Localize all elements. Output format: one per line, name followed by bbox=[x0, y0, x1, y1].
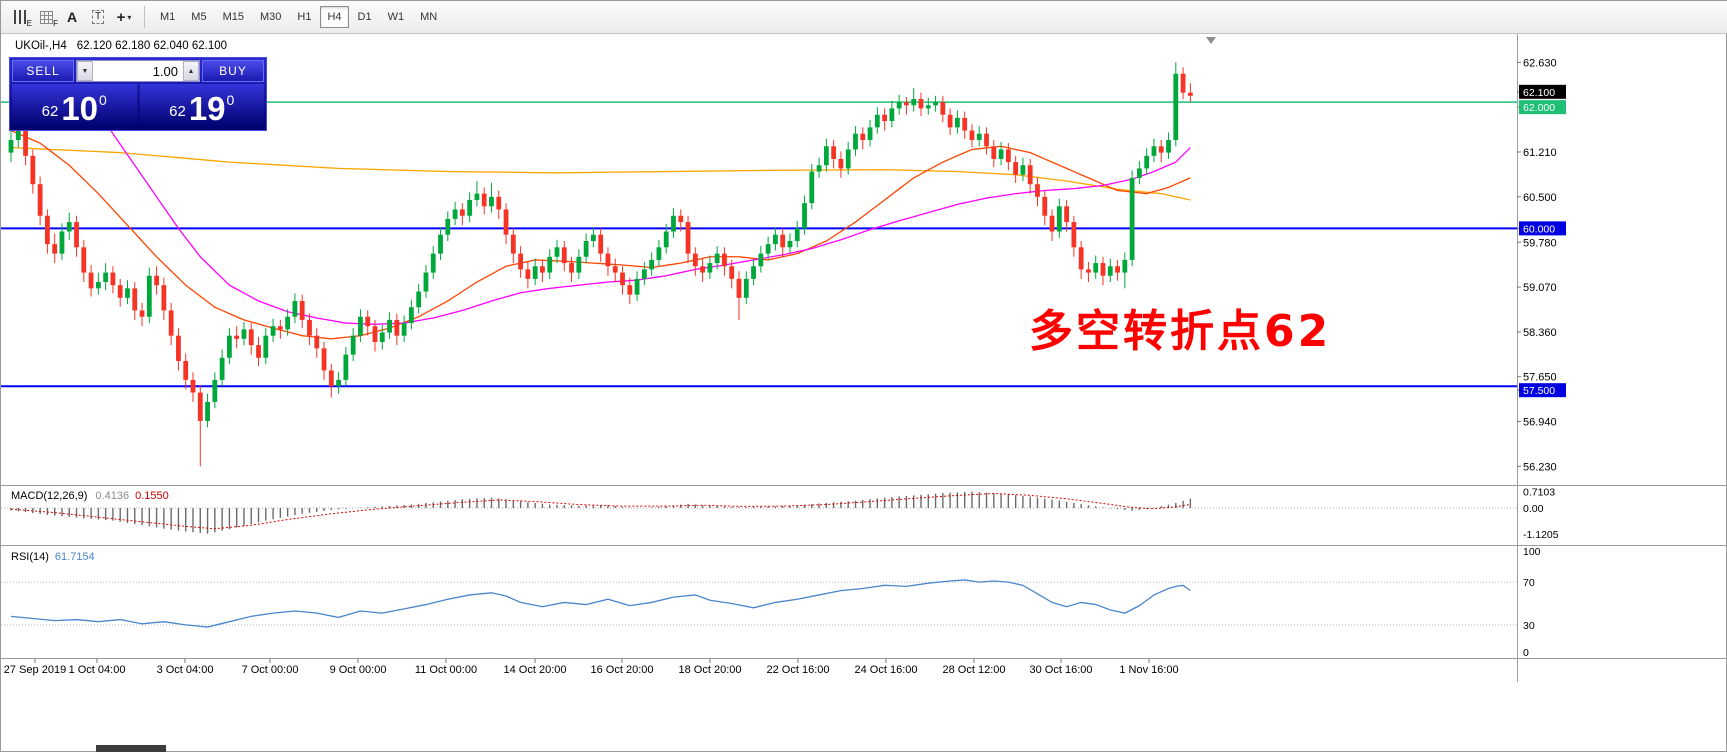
chart-title: UKOil-,H4 62.120 62.180 62.040 62.100 bbox=[15, 40, 227, 52]
chart-text-annotation: 多空转折点62 bbox=[1029, 306, 1332, 357]
crosshair-button[interactable]: + ▾ bbox=[111, 5, 137, 29]
svg-text:9 Oct 00:00: 9 Oct 00:00 bbox=[330, 664, 387, 676]
svg-text:1 Nov 16:00: 1 Nov 16:00 bbox=[1119, 664, 1178, 676]
timeframe-h1[interactable]: H1 bbox=[290, 6, 318, 28]
svg-text:56.230: 56.230 bbox=[1523, 461, 1557, 473]
buy-price-big: 19 bbox=[188, 90, 226, 128]
svg-text:60.500: 60.500 bbox=[1523, 192, 1557, 204]
buy-price-prefix: 62 bbox=[169, 103, 186, 120]
objects-sub-letter: F bbox=[53, 19, 58, 28]
svg-text:59.780: 59.780 bbox=[1523, 237, 1557, 249]
chart-shift-marker[interactable] bbox=[1206, 37, 1216, 44]
svg-text:62.630: 62.630 bbox=[1523, 57, 1557, 69]
svg-text:22 Oct 16:00: 22 Oct 16:00 bbox=[767, 664, 830, 676]
volume-increase-button[interactable]: ▲ bbox=[183, 61, 199, 81]
rsi-line bbox=[10, 579, 1191, 628]
sell-button[interactable]: SELL bbox=[12, 60, 74, 82]
svg-text:61.210: 61.210 bbox=[1523, 147, 1557, 159]
svg-text:7 Oct 00:00: 7 Oct 00:00 bbox=[242, 664, 299, 676]
svg-text:0.00: 0.00 bbox=[1523, 503, 1544, 515]
text-label-icon: T bbox=[91, 10, 105, 24]
ohlc-values: 62.120 62.180 62.040 62.100 bbox=[76, 40, 228, 52]
crosshair-icon: + bbox=[116, 8, 126, 26]
svg-text:24 Oct 16:00: 24 Oct 16:00 bbox=[855, 664, 918, 676]
timeframe-m1[interactable]: M1 bbox=[153, 6, 182, 28]
svg-text:59.070: 59.070 bbox=[1523, 282, 1557, 294]
volume-input[interactable] bbox=[93, 61, 183, 81]
indicators-sub-letter: E bbox=[26, 19, 32, 28]
main-price-chart bbox=[1, 37, 1517, 467]
trade-controls-row: SELL ▼ ▲ BUY bbox=[12, 60, 264, 82]
buy-button[interactable]: BUY bbox=[202, 60, 264, 82]
ma-slow-orange bbox=[10, 146, 1191, 201]
indicators-button[interactable]: E bbox=[7, 5, 33, 29]
sell-price-sup: 0 bbox=[99, 92, 107, 108]
svg-text:-1.1205: -1.1205 bbox=[1523, 529, 1559, 541]
timeframe-m30[interactable]: M30 bbox=[253, 6, 288, 28]
chevron-down-icon: ▾ bbox=[127, 12, 132, 22]
svg-text:18 Oct 20:00: 18 Oct 20:00 bbox=[679, 664, 742, 676]
svg-text:0.7103: 0.7103 bbox=[1523, 487, 1555, 499]
timeframe-m15[interactable]: M15 bbox=[216, 6, 251, 28]
buy-price-sup: 0 bbox=[226, 92, 235, 108]
candles-icon bbox=[13, 10, 27, 24]
svg-text:70: 70 bbox=[1523, 577, 1535, 589]
svg-text:30 Oct 16:00: 30 Oct 16:00 bbox=[1030, 664, 1093, 676]
timeframe-mn[interactable]: MN bbox=[413, 6, 444, 28]
candlestick-series bbox=[8, 62, 1193, 467]
svg-text:30: 30 bbox=[1523, 620, 1535, 632]
price-badge-60.000: 60.000 bbox=[1523, 223, 1555, 235]
price-scale[interactable]: 62.630 62.100 62.000 61.210 60.500 60.000 59.7… bbox=[1517, 57, 1566, 473]
toolbar-separator bbox=[144, 6, 145, 28]
grid-icon bbox=[39, 10, 53, 24]
rsi-panel: RSI(14) 61.7154 100 70 30 0 bbox=[1, 546, 1541, 659]
objects-list-button[interactable]: F bbox=[33, 5, 59, 29]
svg-text:28 Oct 12:00: 28 Oct 12:00 bbox=[943, 664, 1006, 676]
timeframe-m5[interactable]: M5 bbox=[184, 6, 213, 28]
one-click-trading-panel: SELL ▼ ▲ BUY 62 10 0 62 19 0 bbox=[9, 57, 267, 131]
svg-text:3 Oct 04:00: 3 Oct 04:00 bbox=[157, 664, 214, 676]
horizontal-scrollbar-thumb[interactable] bbox=[96, 745, 166, 752]
toolbar: E F A T + ▾ M1 M5 M15 M30 H1 H4 D1 W1 MN bbox=[1, 1, 1727, 34]
svg-text:100: 100 bbox=[1523, 546, 1541, 558]
price-badge-62.000: 62.000 bbox=[1523, 102, 1555, 114]
trade-prices-row: 62 10 0 62 19 0 bbox=[12, 84, 264, 128]
text-label-button[interactable]: T bbox=[85, 5, 111, 29]
svg-text:11 Oct 00:00: 11 Oct 00:00 bbox=[415, 664, 477, 676]
symbol-period-label: UKOil-,H4 bbox=[15, 40, 67, 52]
macd-header: MACD(12,26,9) 0.4136 0.1550 bbox=[11, 490, 169, 502]
svg-text:0: 0 bbox=[1523, 647, 1529, 659]
macd-signal-line bbox=[10, 493, 1191, 530]
svg-text:1 Oct 04:00: 1 Oct 04:00 bbox=[69, 664, 126, 676]
svg-text:16 Oct 20:00: 16 Oct 20:00 bbox=[591, 664, 654, 676]
svg-text:56.940: 56.940 bbox=[1523, 417, 1557, 429]
timeframe-w1[interactable]: W1 bbox=[381, 6, 412, 28]
time-scale[interactable]: 27 Sep 2019 1 Oct 04:00 3 Oct 04:00 7 Oct 0… bbox=[4, 658, 1179, 677]
sell-price-prefix: 62 bbox=[41, 103, 59, 120]
insert-text-button[interactable]: A bbox=[59, 5, 85, 29]
volume-decrease-button[interactable]: ▼ bbox=[77, 61, 93, 81]
sell-price-big: 10 bbox=[61, 90, 99, 128]
volume-control: ▼ ▲ bbox=[76, 60, 200, 82]
panel-frame bbox=[1, 34, 1727, 682]
macd-panel: MACD(12,26,9) 0.4136 0.1550 0.7103 0.00 -1.12… bbox=[1, 487, 1559, 541]
text-tool-icon: A bbox=[66, 9, 78, 25]
sell-price-box[interactable]: 62 10 0 bbox=[12, 84, 137, 128]
timeframe-group: M1 M5 M15 M30 H1 H4 D1 W1 MN bbox=[152, 6, 445, 28]
price-badge-62.100: 62.100 bbox=[1523, 87, 1555, 99]
rsi-header: RSI(14) 61.7154 bbox=[11, 551, 95, 563]
timeframe-h4[interactable]: H4 bbox=[320, 6, 349, 28]
svg-text:57.650: 57.650 bbox=[1523, 372, 1557, 384]
price-badge-57.500: 57.500 bbox=[1523, 385, 1555, 397]
svg-text:58.360: 58.360 bbox=[1523, 327, 1557, 339]
svg-text:14 Oct 20:00: 14 Oct 20:00 bbox=[504, 664, 567, 676]
ma-fast-magenta bbox=[90, 98, 1191, 325]
svg-text:27 Sep 2019: 27 Sep 2019 bbox=[4, 664, 66, 676]
buy-price-box[interactable]: 62 19 0 bbox=[139, 84, 264, 128]
timeframe-d1[interactable]: D1 bbox=[351, 6, 379, 28]
